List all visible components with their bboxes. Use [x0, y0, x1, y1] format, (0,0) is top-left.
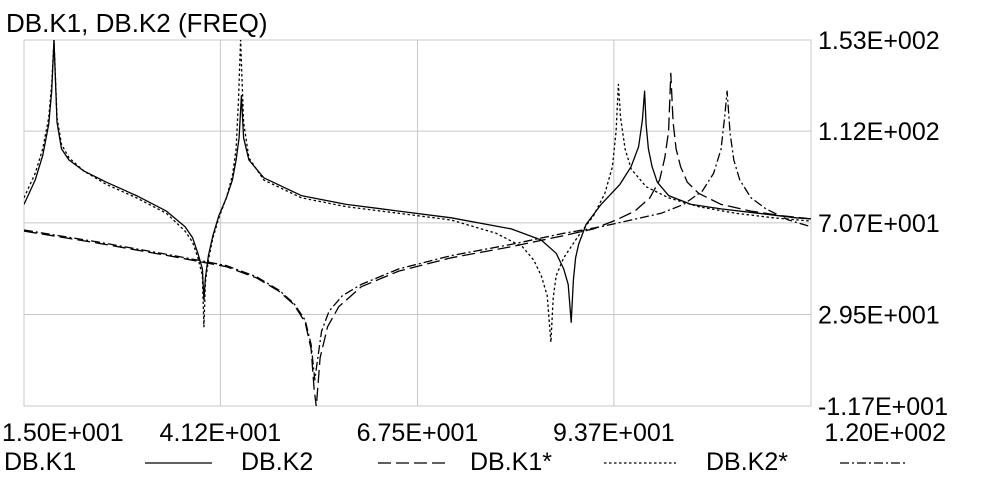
x-tick-label: 1.20E+002 — [824, 419, 946, 447]
legend-label: DB.K2* — [706, 448, 788, 476]
series-line-db-k2 — [24, 72, 811, 406]
grid — [23, 39, 812, 407]
y-tick-label: 7.07E+001 — [818, 210, 940, 238]
y-tick-label: 1.53E+002 — [818, 27, 940, 55]
series-line-db-k2-star — [24, 90, 811, 381]
x-tick-labels: 1.50E+001 4.12E+001 6.75E+001 9.37E+001 1.20… — [2, 419, 946, 447]
legend: DB.K1 DB.K2 DB.K1* DB.K2* — [4, 448, 908, 476]
legend-label: DB.K2 — [241, 448, 313, 476]
y-tick-label: 2.95E+001 — [818, 301, 940, 329]
x-tick-label: 6.75E+001 — [357, 419, 479, 447]
plot-frame — [23, 39, 812, 407]
x-tick-label: 4.12E+001 — [160, 419, 282, 447]
chart-title: DB.K1, DB.K2 (FREQ) — [6, 8, 268, 38]
legend-label: DB.K1 — [4, 448, 76, 476]
x-tick-label: 9.37E+001 — [553, 419, 675, 447]
series-layer — [24, 40, 811, 406]
x-tick-label: 1.50E+001 — [2, 419, 124, 447]
y-tick-label: 1.12E+002 — [818, 118, 940, 146]
legend-label: DB.K1* — [470, 448, 552, 476]
y-tick-label: -1.17E+001 — [818, 393, 948, 421]
y-tick-labels: 1.53E+002 1.12E+002 7.07E+001 2.95E+001 -1.1… — [818, 27, 948, 421]
series-line-db-k1 — [24, 40, 811, 323]
series-line-db-k1-star — [24, 40, 811, 343]
